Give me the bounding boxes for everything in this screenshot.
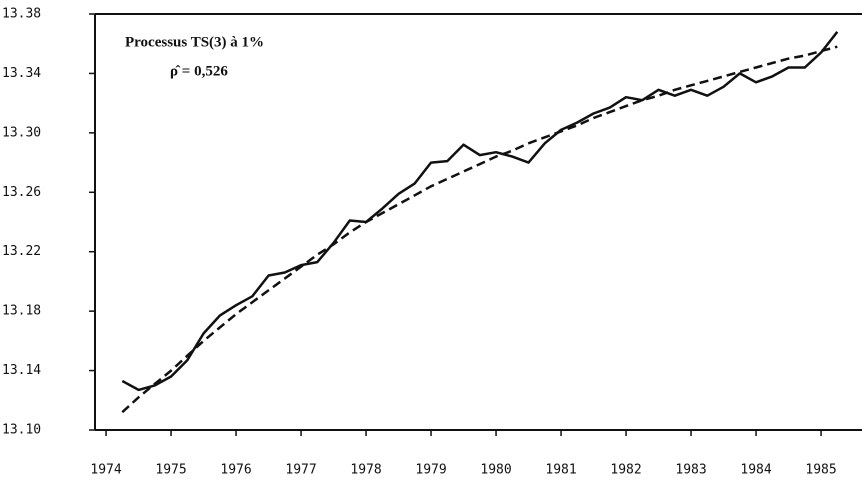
y-tick-label: 13.34: [2, 66, 41, 81]
x-tick-label: 1979: [415, 463, 446, 478]
x-tick-label: 1975: [155, 463, 186, 478]
annotation: ρ̂ = 0,526: [170, 63, 228, 79]
y-tick-label: 13.26: [2, 185, 41, 200]
y-tick-label: 13.22: [2, 244, 41, 259]
x-tick-label: 1985: [805, 463, 836, 478]
y-tick-label: 13.30: [2, 125, 41, 140]
x-tick-label: 1976: [220, 463, 251, 478]
y-tick-label: 13.10: [2, 423, 41, 438]
series-line: [121, 45, 838, 414]
x-tick-label: 1974: [90, 463, 121, 478]
x-tick-label: 1980: [480, 463, 511, 478]
x-tick-label: 1984: [740, 463, 771, 478]
series-line: [121, 31, 839, 392]
x-tick-label: 1981: [545, 463, 576, 478]
x-tick-label: 1982: [610, 463, 641, 478]
y-tick-label: 13.14: [2, 363, 41, 378]
y-tick-label: 13.18: [2, 304, 41, 319]
x-tick-label: 1977: [285, 463, 316, 478]
y-tick-label: 13.38: [2, 7, 41, 22]
x-tick-label: 1978: [350, 463, 381, 478]
annotation: Processus TS(3) à 1%: [125, 34, 264, 50]
x-tick-label: 1983: [675, 463, 706, 478]
